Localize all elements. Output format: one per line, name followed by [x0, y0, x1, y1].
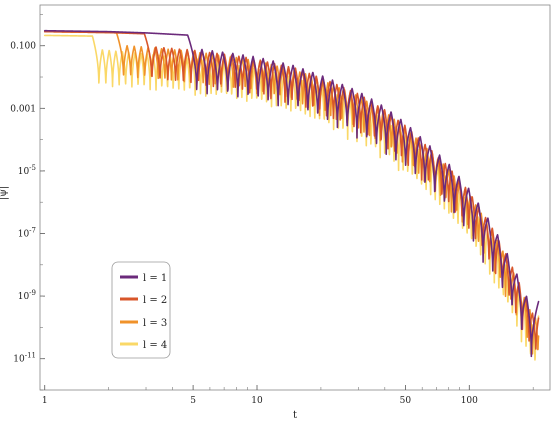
series-line-l1: [43, 29, 540, 358]
plot-frame: [39, 4, 551, 391]
legend-label-l1: l = 1: [143, 273, 167, 284]
legend-label-l2: l = 2: [143, 295, 167, 306]
legend-label-l3: l = 3: [143, 318, 167, 329]
x-tick-label-0: 1: [42, 396, 48, 406]
series-group: [43, 29, 540, 361]
y-axis-label: |ψ|: [0, 186, 9, 201]
legend-box: [111, 261, 171, 359]
y-axis-ticks: 0.100 0.001 10-5 10-7 10-9 10-11: [10, 14, 45, 391]
y-tick-label-4: 10-9: [18, 289, 36, 302]
y-tick-label-0: 0.100: [10, 42, 36, 52]
x-tick-label-2: 10: [251, 396, 263, 406]
series-line-l2: [43, 30, 540, 350]
y-tick-label-5: 10-11: [13, 352, 36, 365]
x-tick-label-4: 100: [461, 396, 478, 406]
y-tick-label-1: 0.001: [10, 104, 36, 114]
x-tick-label-1: 5: [190, 396, 196, 406]
legend: l = 1 l = 2 l = 3 l = 4: [111, 261, 171, 359]
legend-label-l4: l = 4: [143, 340, 167, 351]
y-tick-label-3: 10-7: [18, 227, 36, 240]
x-axis-label: t: [293, 410, 297, 421]
y-tick-label-2: 10-5: [18, 164, 36, 177]
x-axis-ticks: 1 5 10 50 100: [42, 385, 534, 406]
x-tick-label-3: 50: [400, 396, 412, 406]
